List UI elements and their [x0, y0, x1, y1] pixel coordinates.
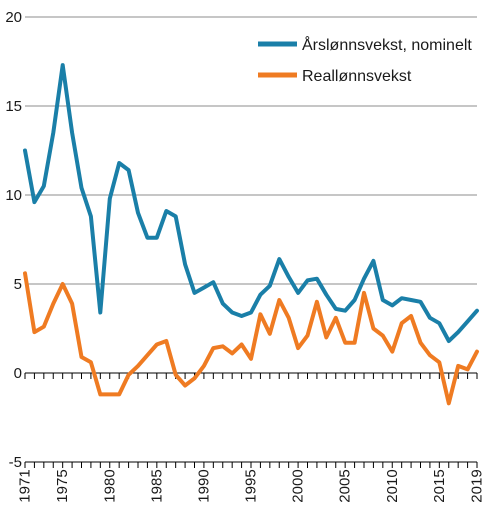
series-line-nominal — [23, 63, 479, 343]
y-tick-label: 15 — [5, 98, 22, 115]
series-lines — [23, 63, 479, 406]
x-tick-label: 1980 — [101, 469, 118, 502]
legend-label: Reallønnsvekst — [302, 68, 412, 85]
x-tick-label: 1975 — [54, 469, 71, 502]
y-tick-label: -5 — [9, 454, 22, 471]
x-tick-label: 1990 — [195, 469, 212, 502]
x-tick-label: 2000 — [290, 469, 307, 502]
x-axis: 1971 1975 1980 1985 1990 1995 2000 2005 2010 2015… — [17, 461, 486, 503]
zero-baseline — [24, 372, 478, 379]
series-line-real — [23, 271, 479, 406]
y-tick-label: 10 — [5, 187, 22, 204]
y-axis: -5 0 5 10 15 20 — [5, 9, 22, 471]
x-tick-label: 2010 — [384, 469, 401, 502]
legend-label: Årslønnsvekst, nominelt — [302, 35, 472, 54]
legend: Årslønnsvekst, nominelt Reallønnsvekst — [258, 35, 472, 85]
y-tick-label: 20 — [5, 9, 22, 26]
x-tick-label: 1971 — [17, 469, 34, 502]
x-tick-label: 2015 — [431, 469, 448, 502]
x-tick-label: 1985 — [148, 469, 165, 502]
x-tick-label: 1995 — [243, 469, 260, 502]
y-tick-label: 5 — [14, 276, 22, 293]
x-tick-label: 2019 — [469, 469, 486, 502]
y-tick-label: 0 — [14, 365, 22, 382]
x-tick-label: 2005 — [337, 469, 354, 502]
